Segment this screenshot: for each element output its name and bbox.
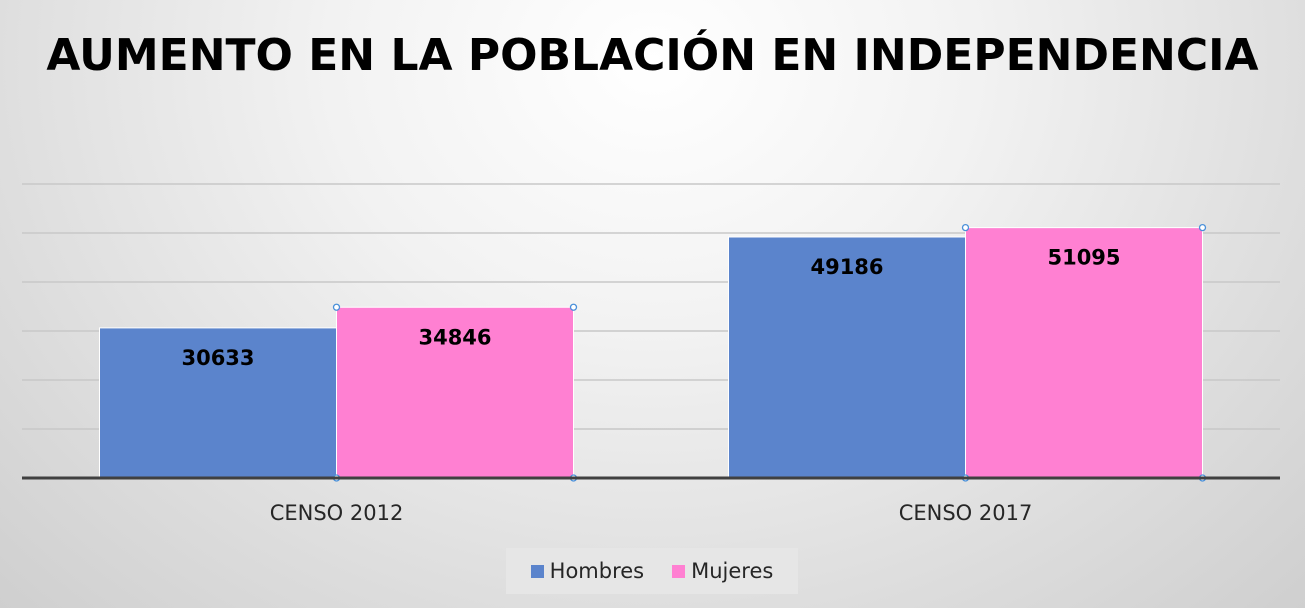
selection-handle [569, 303, 578, 311]
selection-handle [332, 303, 341, 311]
category-label: CENSO 2012 [270, 501, 404, 525]
legend-item-hombres: Hombres [530, 559, 645, 583]
data-label: 51095 [1047, 246, 1120, 270]
bar-mujeres-1 [336, 306, 574, 479]
bar-hombres-2 [728, 236, 966, 479]
legend-label: Mujeres [691, 559, 774, 583]
legend-swatch [530, 564, 544, 578]
category-label: CENSO 2017 [899, 501, 1033, 525]
legend-label: Hombres [549, 559, 645, 583]
legend: Hombres Mujeres [506, 548, 798, 594]
data-label: 34846 [418, 325, 491, 349]
selection-handle [1198, 223, 1207, 232]
data-label: 49186 [810, 255, 883, 279]
legend-swatch [672, 564, 686, 578]
selection-handle [961, 223, 970, 232]
bar-mujeres-2 [965, 227, 1203, 479]
legend-item-mujeres: Mujeres [672, 559, 773, 583]
data-label: 30633 [181, 346, 254, 370]
chart-title: AUMENTO EN LA POBLACIÓN EN INDEPENDENCIA [46, 30, 1259, 81]
